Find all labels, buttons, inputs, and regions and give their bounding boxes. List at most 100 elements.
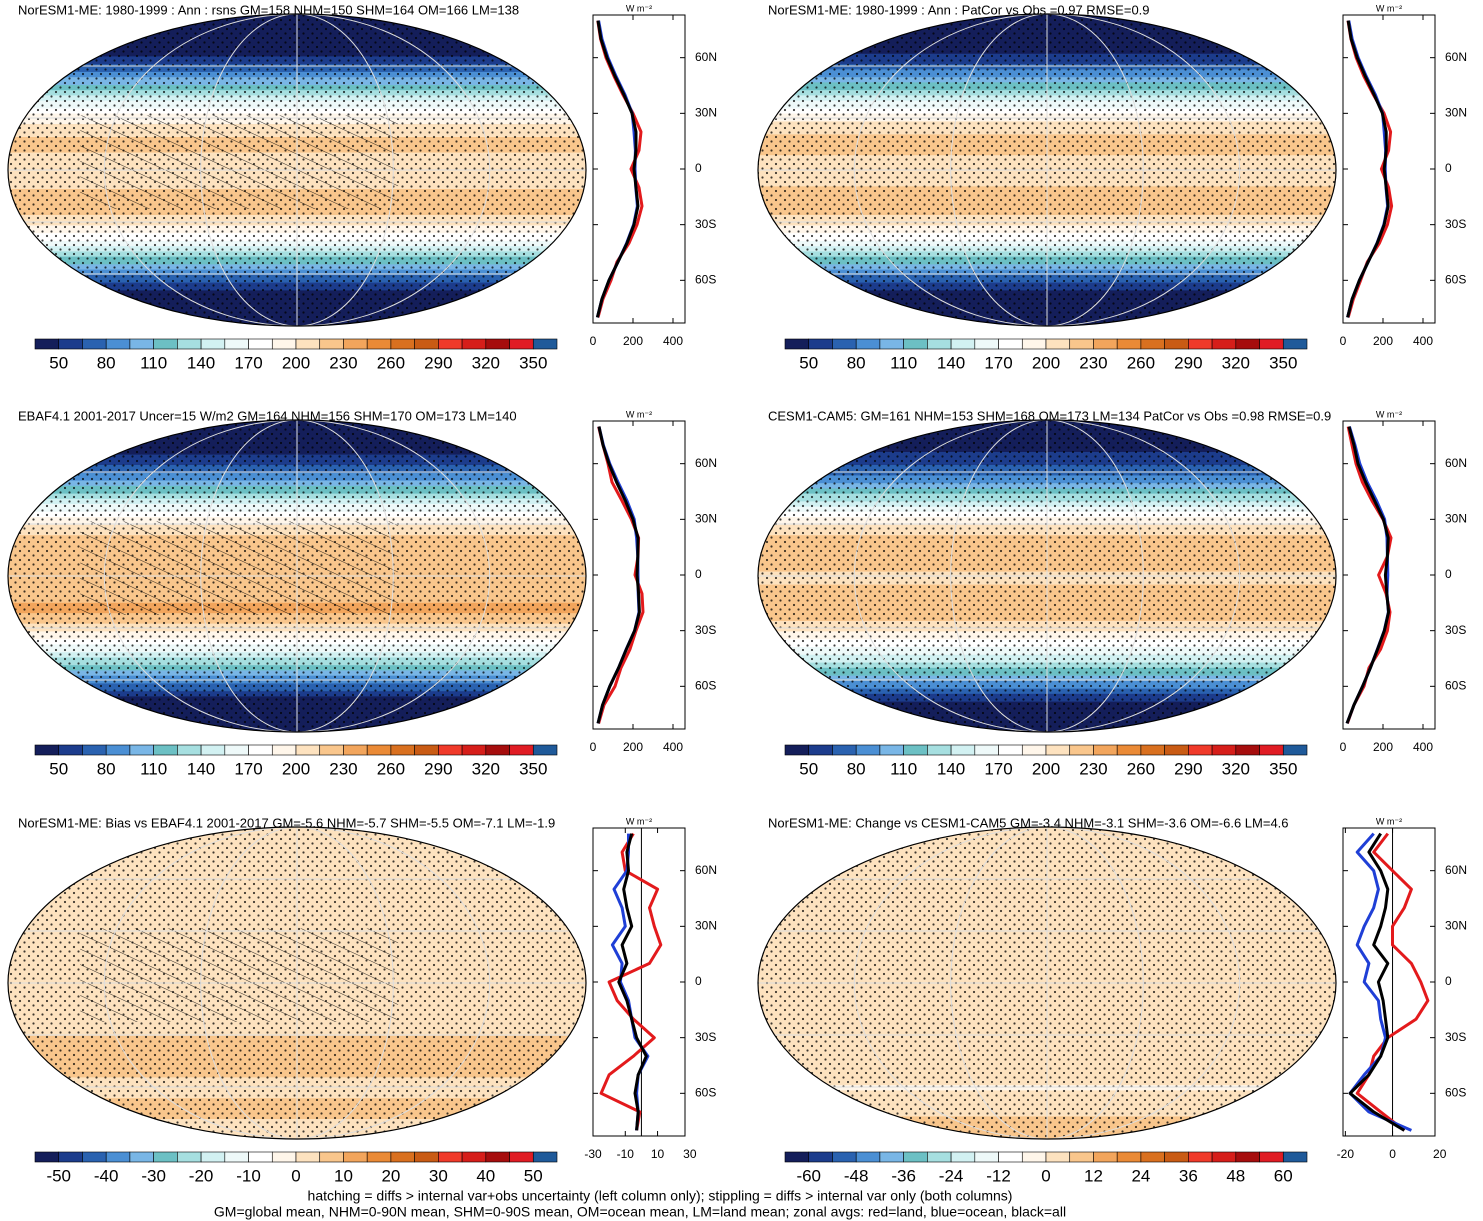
y-tick-label: 30S bbox=[695, 1030, 716, 1044]
zonal-line bbox=[1346, 20, 1390, 318]
zonal-unit: W m⁻² bbox=[626, 409, 652, 419]
colorbar-box bbox=[903, 744, 928, 756]
colorbar-label: 40 bbox=[476, 1166, 495, 1185]
colorbar-box bbox=[461, 744, 487, 756]
panel-title: CESM1-CAM5: GM=161 NHM=153 SHM=168 OM=17… bbox=[768, 408, 1331, 423]
x-tick-label: 400 bbox=[1413, 334, 1433, 348]
map bbox=[758, 827, 1336, 1139]
colorbar-box bbox=[784, 744, 810, 756]
meridian bbox=[950, 420, 1048, 732]
colorbar-box bbox=[343, 744, 368, 756]
colorbar-box bbox=[129, 338, 154, 350]
y-tick-label: 30S bbox=[695, 623, 716, 637]
meridian bbox=[1046, 420, 1144, 732]
meridian bbox=[1046, 827, 1241, 1139]
colorbar-box bbox=[200, 338, 226, 350]
colorbar-box bbox=[319, 338, 344, 350]
colorbar-box bbox=[200, 1151, 226, 1163]
y-tick-label: 30N bbox=[1445, 919, 1467, 933]
colorbar-box bbox=[177, 1151, 202, 1163]
panel-title: NorESM1-ME: Bias vs EBAF4.1 2001-2017 GM… bbox=[18, 815, 555, 830]
colorbar-label: -60 bbox=[796, 1166, 821, 1185]
meridian bbox=[1046, 827, 1144, 1139]
colorbar-box bbox=[998, 1151, 1023, 1163]
colorbar-box bbox=[1188, 744, 1213, 756]
zonal-line bbox=[599, 832, 663, 1131]
colorbar-box bbox=[532, 744, 558, 756]
colorbar-box bbox=[1045, 338, 1071, 350]
colorbar-box bbox=[950, 1151, 976, 1163]
colorbar-box bbox=[414, 1151, 439, 1163]
colorbar-box bbox=[177, 744, 202, 756]
meridian bbox=[950, 827, 1048, 1139]
colorbar-label: 48 bbox=[1226, 1166, 1245, 1185]
x-tick-label: 400 bbox=[663, 334, 683, 348]
colorbar-box bbox=[153, 1151, 178, 1163]
colorbar-box bbox=[1069, 1151, 1094, 1163]
colorbar-label: 12 bbox=[1084, 1166, 1103, 1185]
colorbar-label: 10 bbox=[334, 1166, 353, 1185]
y-tick-label: 60N bbox=[1445, 863, 1467, 877]
colorbar-box bbox=[366, 1151, 392, 1163]
colorbar-box bbox=[485, 338, 510, 350]
colorbar-box bbox=[224, 744, 249, 756]
colorbar-label: 140 bbox=[937, 759, 965, 778]
colorbar-label: 170 bbox=[984, 353, 1012, 372]
colorbar-label: 80 bbox=[847, 759, 866, 778]
y-tick-label: 60S bbox=[1445, 1085, 1466, 1099]
x-tick-label: 0 bbox=[1340, 740, 1347, 754]
colorbar-box bbox=[58, 338, 83, 350]
colorbar-label: 0 bbox=[291, 1166, 300, 1185]
colorbar-box bbox=[390, 338, 415, 350]
colorbar-box bbox=[1235, 1151, 1260, 1163]
meridian bbox=[950, 14, 1048, 326]
colorbar-box bbox=[366, 744, 392, 756]
y-tick-label: 60S bbox=[695, 1085, 716, 1099]
y-tick-label: 0 bbox=[1445, 974, 1452, 988]
colorbar-box bbox=[1211, 744, 1237, 756]
colorbar-box bbox=[343, 338, 368, 350]
y-tick-label: 0 bbox=[695, 974, 702, 988]
colorbar-label: 290 bbox=[424, 353, 452, 372]
colorbar-box bbox=[927, 338, 952, 350]
colorbar-label: 290 bbox=[424, 759, 452, 778]
colorbar-box bbox=[855, 338, 881, 350]
colorbar-box bbox=[1069, 744, 1094, 756]
colorbar-label: 24 bbox=[1131, 1166, 1150, 1185]
colorbar-box bbox=[390, 1151, 415, 1163]
y-tick-label: 30N bbox=[695, 919, 717, 933]
colorbar-box bbox=[1140, 1151, 1165, 1163]
colorbar-box bbox=[1188, 338, 1213, 350]
colorbar-box bbox=[1211, 1151, 1237, 1163]
colorbar-label: 140 bbox=[187, 353, 215, 372]
colorbar-box bbox=[1282, 338, 1308, 350]
colorbar-label: 60 bbox=[1274, 1166, 1293, 1185]
colorbar-label: -24 bbox=[939, 1166, 964, 1185]
colorbar-box bbox=[248, 1151, 273, 1163]
x-tick-label: 30 bbox=[683, 1147, 697, 1161]
colorbar-box bbox=[58, 744, 83, 756]
y-tick-label: 60S bbox=[1445, 678, 1466, 692]
y-tick-label: 60S bbox=[1445, 272, 1466, 286]
meridian bbox=[1046, 14, 1144, 326]
colorbar-box bbox=[1282, 1151, 1308, 1163]
colorbar-box bbox=[1259, 744, 1284, 756]
map-outline bbox=[757, 826, 1337, 1140]
colorbar-label: 50 bbox=[49, 759, 68, 778]
colorbar-box bbox=[129, 1151, 154, 1163]
colorbar-box bbox=[903, 338, 928, 350]
colorbar-box bbox=[58, 1151, 83, 1163]
colorbar-label: 200 bbox=[282, 353, 310, 372]
colorbar-box bbox=[319, 744, 344, 756]
colorbar-box bbox=[461, 338, 487, 350]
map bbox=[8, 14, 586, 326]
x-tick-label: 10 bbox=[651, 1147, 665, 1161]
meridian bbox=[103, 420, 298, 732]
x-tick-label: 400 bbox=[1413, 740, 1433, 754]
colorbar-label: 50 bbox=[799, 353, 818, 372]
meridian bbox=[296, 14, 394, 326]
colorbar-box bbox=[82, 1151, 107, 1163]
colorbar-label: 170 bbox=[234, 353, 262, 372]
footer-line: hatching = diffs > internal var+obs unce… bbox=[308, 1188, 1013, 1204]
y-tick-label: 0 bbox=[695, 567, 702, 581]
